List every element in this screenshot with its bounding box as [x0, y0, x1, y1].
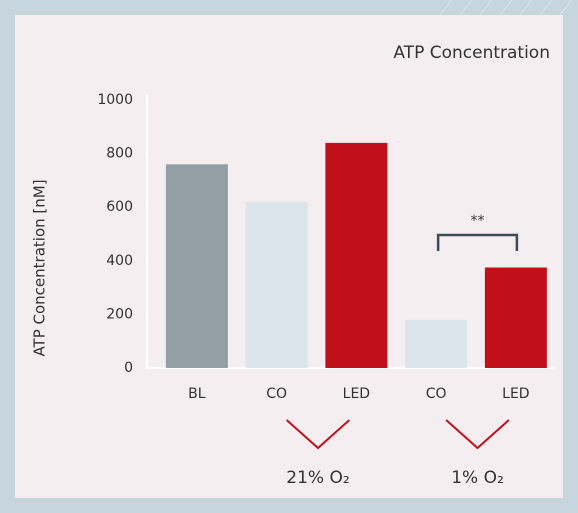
x-tick-label: BL: [188, 386, 206, 402]
significance-bracket: [436, 233, 519, 251]
bar: [405, 319, 468, 368]
x-tick-label: CO: [426, 386, 447, 402]
bar: [484, 267, 547, 368]
y-tick-label: 200: [106, 306, 133, 322]
bar: [165, 164, 228, 368]
group-label: 21% O₂: [286, 468, 349, 488]
y-tick-label: 1000: [97, 92, 133, 108]
x-tick-label: LED: [343, 386, 370, 402]
chart-title: ATP Concentration: [393, 43, 550, 63]
group-chevron: [285, 419, 351, 450]
bar: [325, 142, 388, 368]
x-tick-label: CO: [266, 386, 287, 402]
group-label: 1% O₂: [451, 468, 504, 488]
y-tick-label: 800: [106, 146, 133, 162]
y-axis-label: ATP Concentration [nM]: [31, 179, 49, 356]
y-tick-label: 400: [106, 253, 133, 269]
y-tick-label: 0: [124, 360, 133, 376]
group-chevron: [445, 419, 510, 450]
x-tick-label: LED: [502, 386, 529, 402]
bar: [245, 201, 308, 368]
y-tick-label: 600: [106, 199, 133, 215]
significance-label: **: [471, 213, 485, 229]
decoration: [439, 0, 573, 16]
